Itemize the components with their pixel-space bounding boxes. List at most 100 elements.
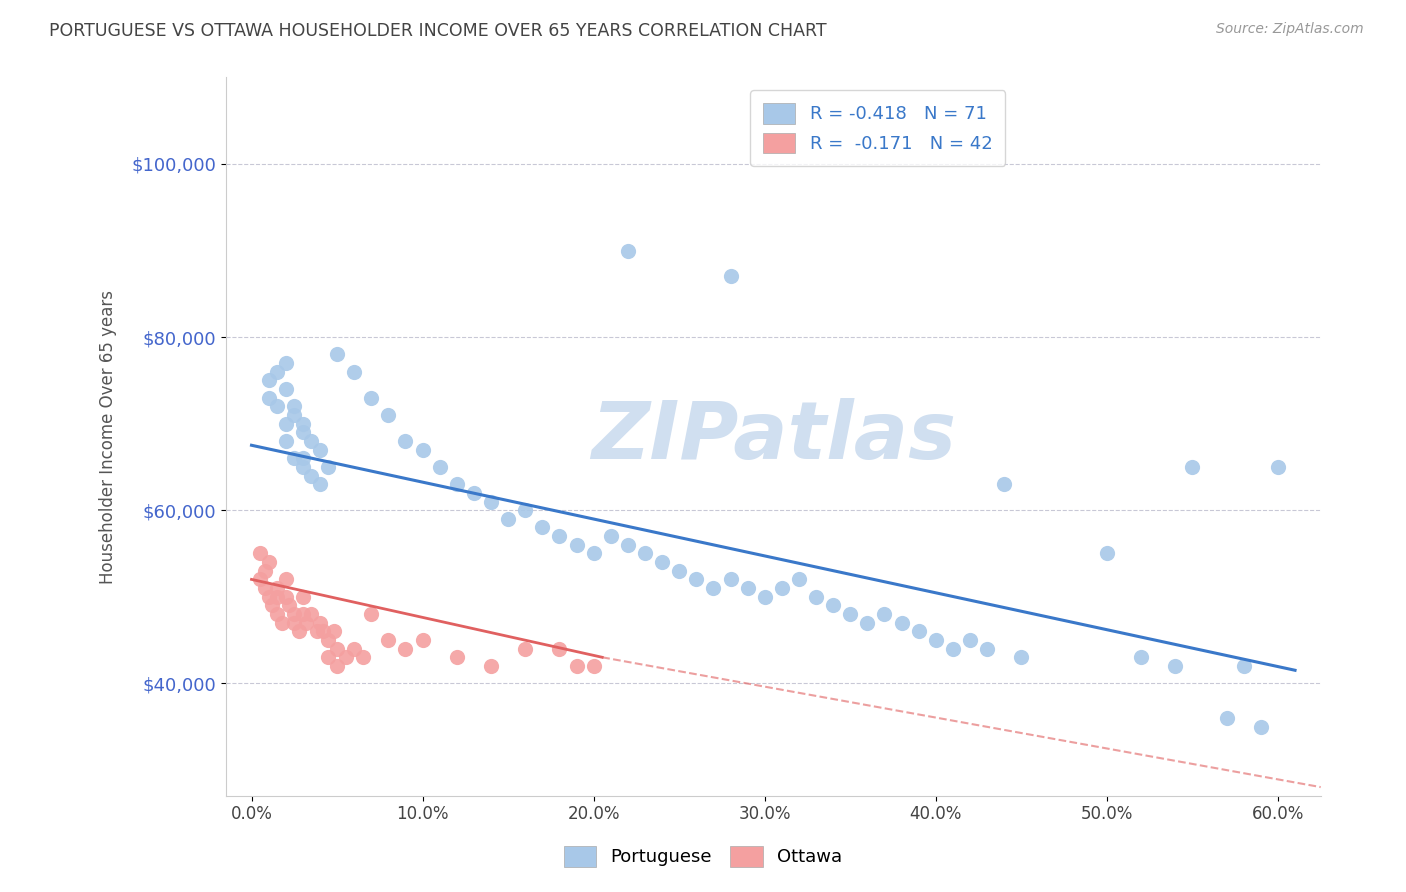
Point — [412, 632, 434, 647]
Point — [283, 615, 305, 630]
Point — [271, 615, 294, 630]
Text: ZIPatlas: ZIPatlas — [591, 398, 956, 475]
Point — [446, 477, 468, 491]
Point — [360, 391, 382, 405]
Point — [942, 641, 965, 656]
Point — [651, 555, 673, 569]
Point — [463, 486, 485, 500]
Point — [291, 459, 314, 474]
Point — [1215, 711, 1237, 725]
Point — [890, 615, 912, 630]
Point — [283, 451, 305, 466]
Point — [377, 632, 399, 647]
Point — [394, 641, 416, 656]
Point — [278, 599, 301, 613]
Point — [318, 650, 340, 665]
Point — [565, 659, 588, 673]
Point — [565, 538, 588, 552]
Point — [582, 546, 605, 560]
Point — [599, 529, 621, 543]
Point — [394, 434, 416, 448]
Point — [260, 599, 283, 613]
Point — [249, 546, 271, 560]
Point — [283, 607, 305, 621]
Point — [907, 624, 929, 639]
Point — [754, 590, 776, 604]
Point — [1250, 719, 1272, 733]
Point — [1010, 650, 1032, 665]
Point — [429, 459, 451, 474]
Point — [1181, 459, 1204, 474]
Point — [249, 573, 271, 587]
Point — [266, 581, 288, 595]
Point — [291, 590, 314, 604]
Point — [702, 581, 724, 595]
Point — [1267, 459, 1289, 474]
Point — [299, 607, 322, 621]
Point — [266, 400, 288, 414]
Point — [257, 391, 280, 405]
Point — [274, 590, 297, 604]
Legend: Portuguese, Ottawa: Portuguese, Ottawa — [557, 838, 849, 874]
Point — [299, 468, 322, 483]
Point — [305, 624, 328, 639]
Point — [993, 477, 1015, 491]
Point — [1233, 659, 1256, 673]
Point — [257, 590, 280, 604]
Point — [309, 477, 332, 491]
Point — [309, 442, 332, 457]
Point — [787, 573, 810, 587]
Text: Source: ZipAtlas.com: Source: ZipAtlas.com — [1216, 22, 1364, 37]
Point — [274, 573, 297, 587]
Point — [274, 356, 297, 370]
Point — [335, 650, 357, 665]
Point — [299, 434, 322, 448]
Point — [326, 659, 349, 673]
Point — [360, 607, 382, 621]
Point — [312, 624, 335, 639]
Point — [309, 615, 332, 630]
Point — [283, 408, 305, 422]
Legend: R = -0.418   N = 71, R =  -0.171   N = 42: R = -0.418 N = 71, R = -0.171 N = 42 — [751, 90, 1005, 166]
Point — [804, 590, 827, 604]
Point — [1130, 650, 1153, 665]
Point — [291, 607, 314, 621]
Point — [254, 581, 277, 595]
Point — [856, 615, 879, 630]
Point — [274, 434, 297, 448]
Point — [377, 408, 399, 422]
Point — [412, 442, 434, 457]
Point — [582, 659, 605, 673]
Point — [283, 400, 305, 414]
Point — [326, 347, 349, 361]
Point — [266, 365, 288, 379]
Point — [479, 659, 502, 673]
Point — [548, 529, 571, 543]
Point — [322, 624, 344, 639]
Point — [288, 624, 311, 639]
Point — [257, 373, 280, 387]
Point — [959, 632, 981, 647]
Point — [318, 632, 340, 647]
Point — [291, 451, 314, 466]
Point — [737, 581, 759, 595]
Point — [291, 417, 314, 431]
Point — [446, 650, 468, 665]
Point — [634, 546, 657, 560]
Point — [496, 512, 519, 526]
Point — [925, 632, 948, 647]
Point — [720, 573, 742, 587]
Point — [295, 615, 318, 630]
Point — [343, 641, 366, 656]
Point — [266, 607, 288, 621]
Point — [326, 641, 349, 656]
Point — [770, 581, 793, 595]
Point — [274, 417, 297, 431]
Point — [617, 538, 640, 552]
Point — [873, 607, 896, 621]
Point — [254, 564, 277, 578]
Point — [1164, 659, 1187, 673]
Point — [531, 520, 554, 534]
Point — [839, 607, 862, 621]
Point — [257, 555, 280, 569]
